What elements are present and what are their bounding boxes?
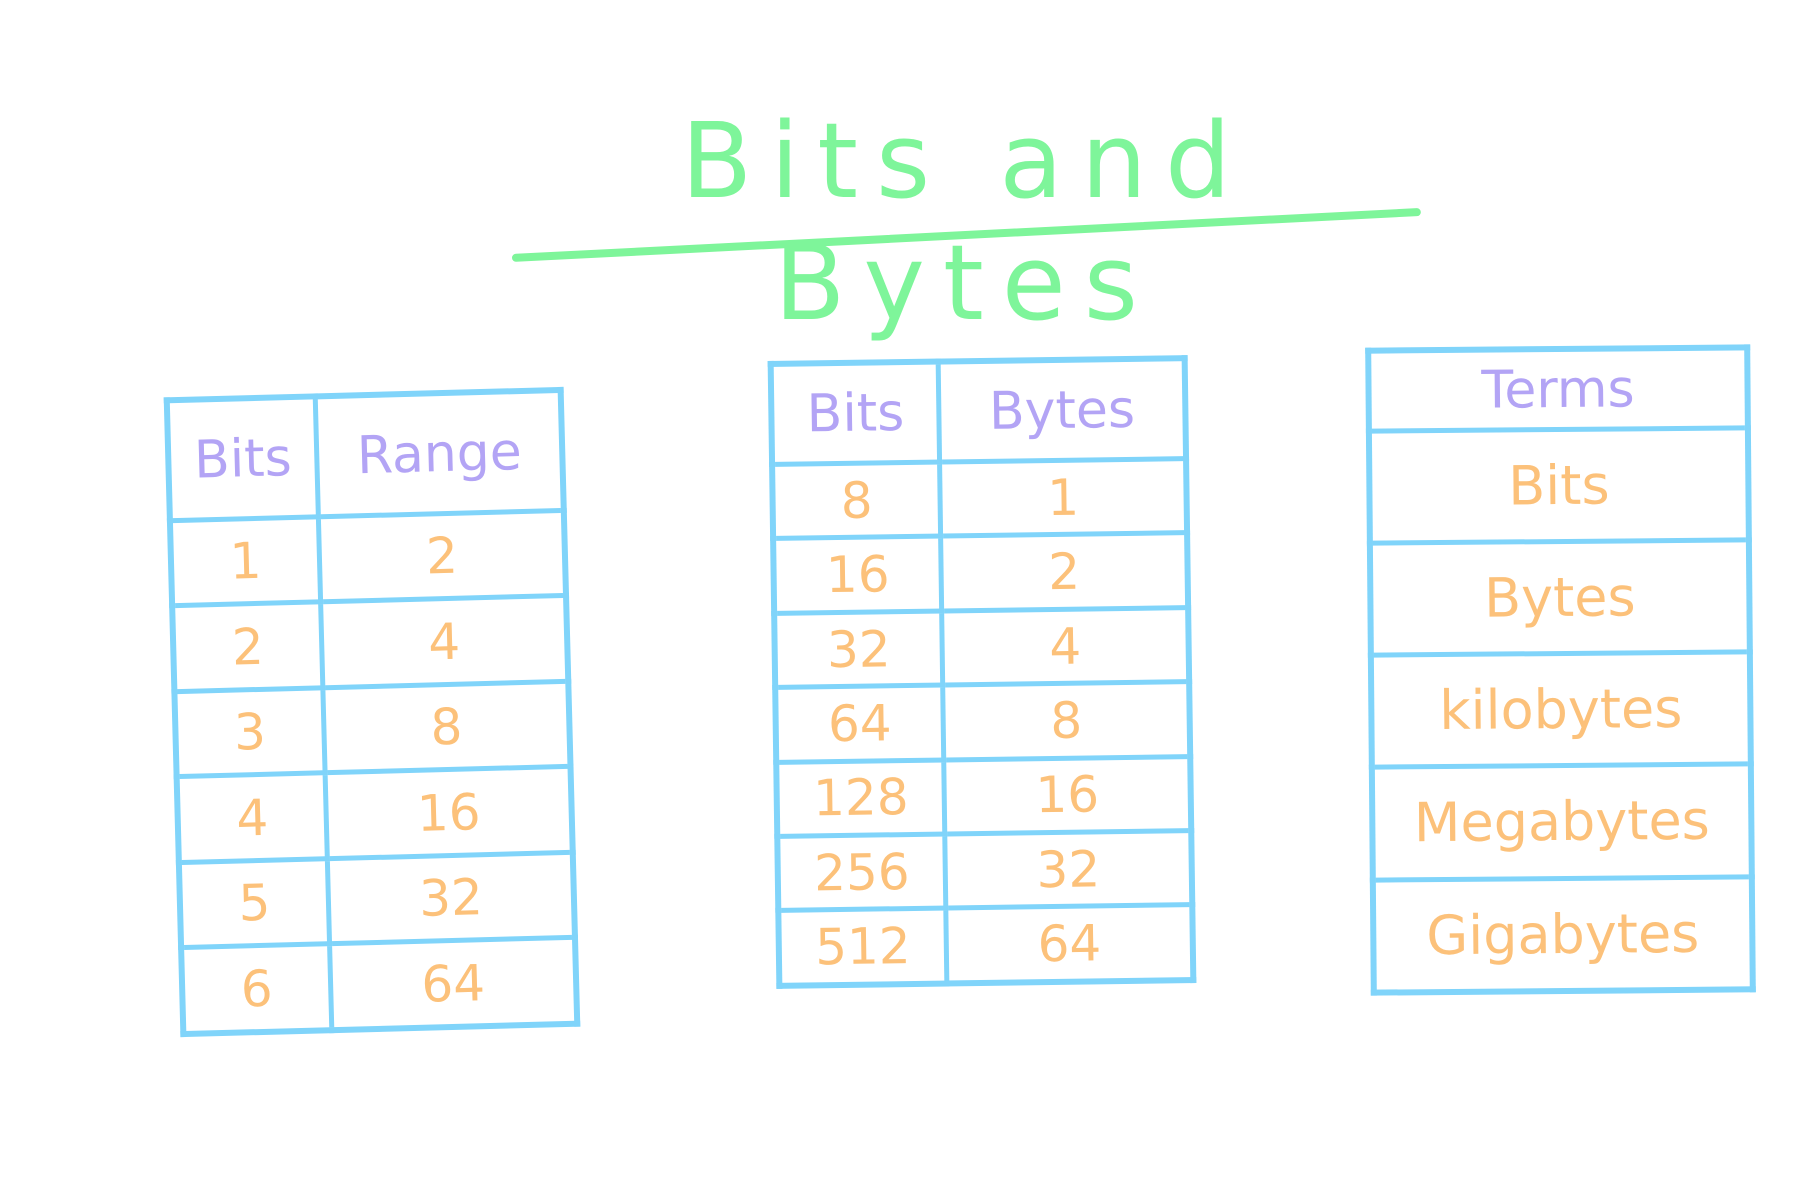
term-cell: Bytes	[1369, 539, 1750, 656]
header-bytes: Bytes	[938, 358, 1187, 463]
table-cell: 5	[178, 858, 330, 948]
table-cell: 2	[940, 533, 1189, 611]
table-cell: 3	[174, 687, 326, 778]
table-cell: 16	[773, 536, 942, 614]
table-row: Gigabytes	[1372, 876, 1753, 993]
table-cell: 256	[777, 834, 947, 911]
term-cell: kilobytes	[1370, 652, 1751, 768]
table-cell: 8	[942, 681, 1191, 760]
table-cell: 1	[169, 516, 321, 607]
header-range: Range	[315, 389, 564, 517]
table-row: 6 64	[181, 937, 578, 1035]
table-row: 5 32	[178, 852, 575, 948]
table-cell: 8	[322, 681, 571, 774]
table-row: 32 4	[774, 607, 1190, 688]
table-cell: 4	[176, 773, 328, 863]
table-cell: 32	[327, 852, 575, 945]
table-row: 128 16	[776, 756, 1192, 837]
terms-table: Terms Bits Bytes kilobytes Megabytes Gigabyt…	[1365, 344, 1756, 996]
table-cell: 32	[774, 610, 943, 688]
table-cell: 128	[776, 759, 945, 837]
table-cell: 32	[944, 830, 1193, 909]
table-cell: 64	[946, 905, 1194, 984]
table-row: 256 32	[777, 830, 1193, 911]
header-bits: Bits	[770, 361, 940, 465]
term-cell: Gigabytes	[1372, 876, 1753, 993]
table-row: 4 16	[176, 766, 573, 863]
table-row: 64 8	[775, 681, 1191, 763]
table-cell: 2	[172, 602, 323, 692]
table-row: 16 2	[773, 533, 1189, 614]
table-cell: 512	[778, 908, 948, 986]
term-cell: Megabytes	[1371, 764, 1752, 880]
table-cell: 16	[943, 756, 1192, 835]
bits-bytes-table: Bits Bytes 8 1 16 2 32 4 64 8 128 16 256 32 512 64	[767, 355, 1197, 989]
table-row: Megabytes	[1371, 764, 1752, 880]
table-cell: 16	[325, 766, 573, 859]
table-row: Bytes	[1369, 539, 1750, 656]
table-cell: 64	[775, 685, 944, 763]
table-cell: 64	[329, 937, 578, 1031]
term-cell: Bits	[1368, 427, 1749, 544]
header-terms: Terms	[1368, 347, 1748, 432]
table-row: kilobytes	[1370, 652, 1751, 768]
table-row: 512 64	[778, 905, 1194, 986]
table-cell: 1	[939, 458, 1188, 537]
header-bits: Bits	[166, 396, 319, 521]
table-cell: 8	[772, 462, 941, 539]
table-cell: 6	[181, 944, 332, 1035]
table-cell: 4	[941, 607, 1190, 686]
table-cell: 2	[318, 510, 567, 603]
bits-range-table: Bits Range 1 2 2 4 3 8 4 16 5 32 6 64	[163, 386, 581, 1038]
table-row: Bits	[1368, 427, 1749, 544]
table-cell: 4	[320, 595, 569, 688]
